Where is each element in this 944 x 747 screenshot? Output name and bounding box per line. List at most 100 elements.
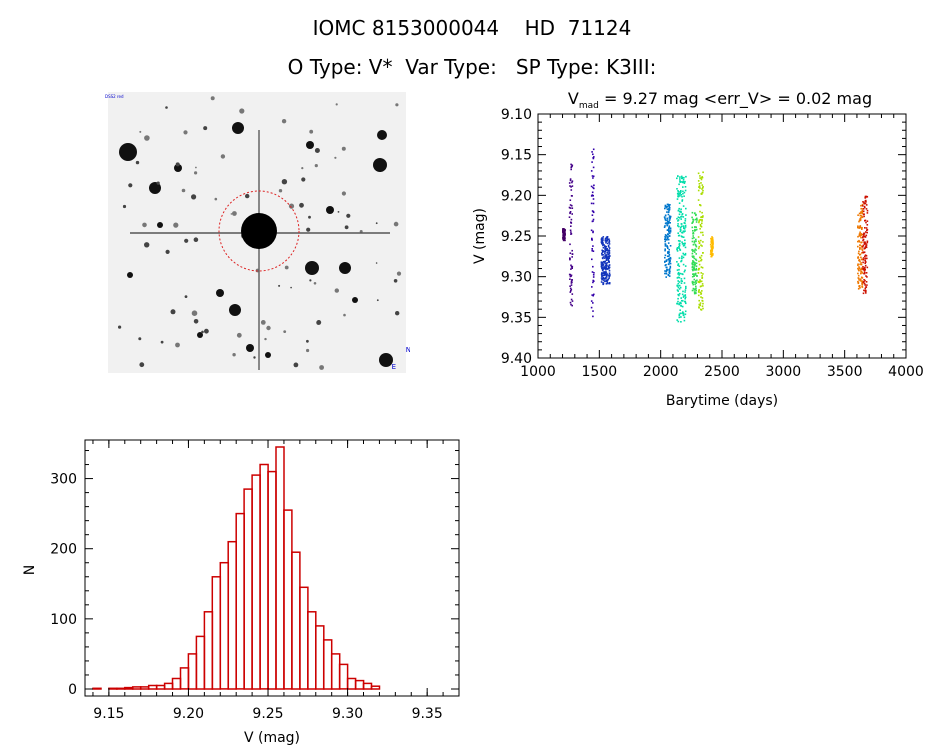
- x-tick-label: 1000: [520, 364, 556, 380]
- data-point: [866, 257, 868, 260]
- data-point: [685, 302, 687, 305]
- data-point: [683, 176, 685, 179]
- data-point: [694, 251, 696, 253]
- spectral-type: SP Type: K3III:: [515, 55, 657, 79]
- data-point: [698, 289, 700, 291]
- sky-star: [142, 222, 147, 228]
- data-point: [677, 225, 679, 227]
- data-point: [860, 267, 863, 270]
- data-point: [695, 226, 697, 228]
- histogram-bar: [307, 611, 317, 690]
- sky-star: [149, 182, 161, 194]
- data-point: [569, 179, 572, 182]
- data-point: [698, 290, 700, 292]
- data-point: [679, 240, 681, 242]
- data-point: [864, 267, 866, 270]
- sky-star: [306, 348, 310, 353]
- data-point: [702, 302, 704, 305]
- data-point: [694, 291, 697, 294]
- data-point: [601, 278, 604, 280]
- data-point: [700, 296, 702, 298]
- sky-star: [344, 225, 349, 230]
- data-point: [698, 221, 700, 224]
- data-point: [684, 291, 686, 293]
- data-point: [605, 263, 607, 266]
- sky-star: [156, 181, 160, 185]
- data-point: [865, 204, 868, 206]
- data-point: [677, 272, 680, 275]
- data-point: [667, 273, 670, 276]
- data-point: [665, 259, 668, 261]
- data-point: [677, 240, 680, 242]
- light-curve-xlabel: Barytime (days): [666, 393, 778, 409]
- data-point: [683, 227, 685, 230]
- sky-star: [293, 362, 299, 368]
- data-point: [699, 219, 702, 221]
- data-point: [862, 257, 865, 259]
- data-point: [603, 266, 606, 268]
- data-point: [570, 231, 572, 233]
- data-point: [569, 285, 571, 287]
- data-point: [669, 215, 672, 218]
- data-point: [710, 251, 712, 253]
- data-point: [702, 186, 704, 188]
- data-point: [607, 244, 610, 247]
- y-tick-label: 200: [50, 542, 77, 558]
- data-point: [676, 217, 678, 220]
- data-point: [860, 204, 862, 207]
- data-point: [863, 242, 866, 244]
- data-point: [860, 262, 862, 264]
- data-point: [695, 265, 698, 267]
- data-point: [857, 257, 859, 259]
- histogram-bar: [362, 682, 373, 690]
- sky-star: [175, 342, 180, 348]
- data-point: [591, 258, 593, 261]
- data-point: [697, 291, 700, 293]
- data-point: [864, 202, 867, 205]
- data-point: [701, 188, 703, 190]
- data-point: [859, 278, 862, 280]
- sky-star: [375, 222, 378, 225]
- data-point: [604, 264, 607, 267]
- data-point: [711, 250, 713, 252]
- data-point: [571, 180, 574, 182]
- data-point: [863, 279, 865, 281]
- data-point: [677, 195, 679, 198]
- data-point: [860, 268, 862, 271]
- sky-star: [128, 183, 133, 188]
- histogram-bar: [131, 686, 142, 690]
- data-point: [591, 191, 594, 194]
- data-point: [593, 272, 595, 274]
- data-point: [604, 254, 607, 256]
- data-point: [694, 248, 697, 250]
- sky-star: [253, 356, 256, 359]
- data-point: [684, 189, 687, 192]
- data-point: [677, 194, 680, 196]
- sky-star: [165, 249, 170, 254]
- data-point: [691, 280, 694, 283]
- data-point: [681, 213, 684, 215]
- data-point: [569, 211, 571, 214]
- data-point: [667, 222, 670, 225]
- data-point: [863, 271, 866, 274]
- data-point: [593, 184, 595, 187]
- sky-stars: [118, 96, 402, 370]
- data-point: [700, 244, 702, 246]
- data-point: [702, 273, 704, 275]
- data-point: [606, 252, 608, 254]
- data-point: [608, 272, 611, 274]
- sky-star: [306, 339, 309, 343]
- data-point: [685, 175, 687, 178]
- data-point: [676, 269, 679, 271]
- data-point: [710, 253, 712, 255]
- data-point: [698, 263, 701, 266]
- data-point: [702, 171, 704, 174]
- data-point: [697, 269, 700, 271]
- y-tick-label: 9.15: [501, 148, 532, 164]
- data-point: [684, 300, 686, 303]
- star-type-title: O Type: V* Var Type: SP Type: K3III:: [0, 55, 944, 79]
- data-point: [682, 300, 684, 302]
- data-point: [569, 204, 572, 206]
- data-point: [666, 221, 669, 223]
- data-point: [682, 252, 684, 255]
